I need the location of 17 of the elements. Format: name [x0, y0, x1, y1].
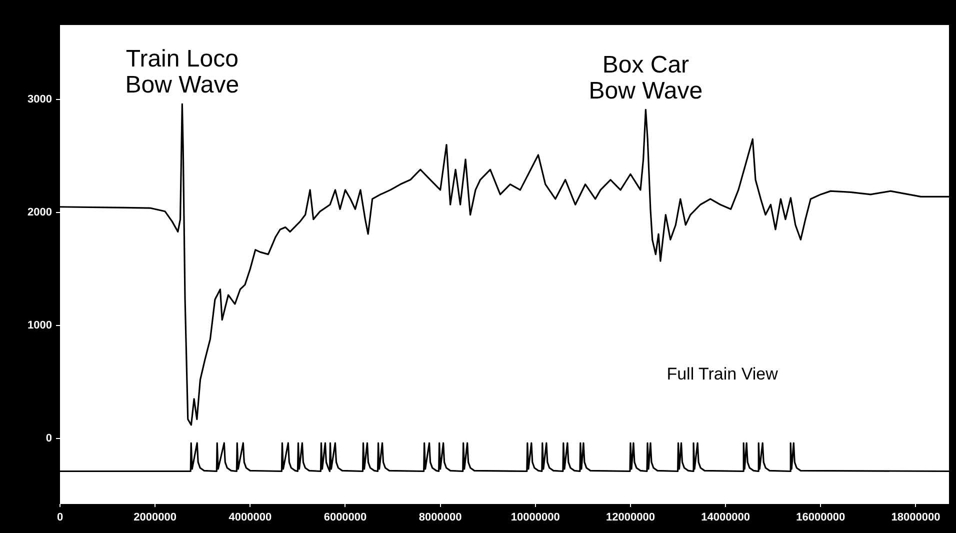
y-tick-label: 2000 [28, 206, 52, 219]
x-tick-label: 12000000 [606, 512, 655, 524]
x-tick-label: 4000000 [228, 512, 272, 524]
x-tick-label: 14000000 [701, 512, 750, 524]
y-tick-label: 3000 [28, 94, 52, 106]
x-tick-label: 16000000 [796, 512, 846, 524]
x-tick-label: 2000000 [134, 512, 176, 524]
x-tick-label: 8000000 [418, 512, 462, 524]
x-tick-label: 10000000 [510, 512, 560, 524]
x-tick-label: 0 [56, 512, 64, 524]
x-tick-label: 6000000 [324, 512, 367, 524]
annotation: Box Car Bow Wave [588, 51, 703, 104]
x-tick-label: 18000000 [891, 512, 940, 524]
annotation: Train Loco Bow Wave [125, 46, 240, 99]
y-tick-label: 0 [46, 432, 52, 445]
annotation: Full Train View [666, 364, 779, 384]
y-tick-label: 1000 [28, 320, 52, 332]
